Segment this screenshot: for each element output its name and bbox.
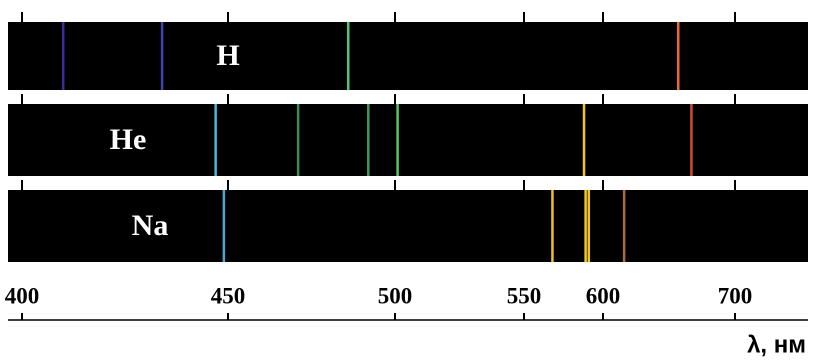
- chart: λ, нм H He Na 400 450 500 550 600 700: [0, 0, 816, 363]
- x-tick-label: 550: [507, 283, 542, 308]
- spectrum-band: [8, 22, 808, 90]
- x-tick-label: 600: [586, 283, 621, 308]
- x-tick-label: 450: [211, 283, 246, 308]
- x-axis-label: λ, нм: [747, 331, 806, 358]
- x-tick-label: 400: [5, 283, 40, 308]
- band-label: He: [110, 123, 147, 156]
- band-label: Na: [132, 209, 169, 242]
- x-tick-label: 500: [378, 283, 413, 308]
- spectrum-band: [8, 190, 808, 262]
- x-tick-label: 700: [718, 283, 753, 308]
- band-label: H: [216, 39, 239, 72]
